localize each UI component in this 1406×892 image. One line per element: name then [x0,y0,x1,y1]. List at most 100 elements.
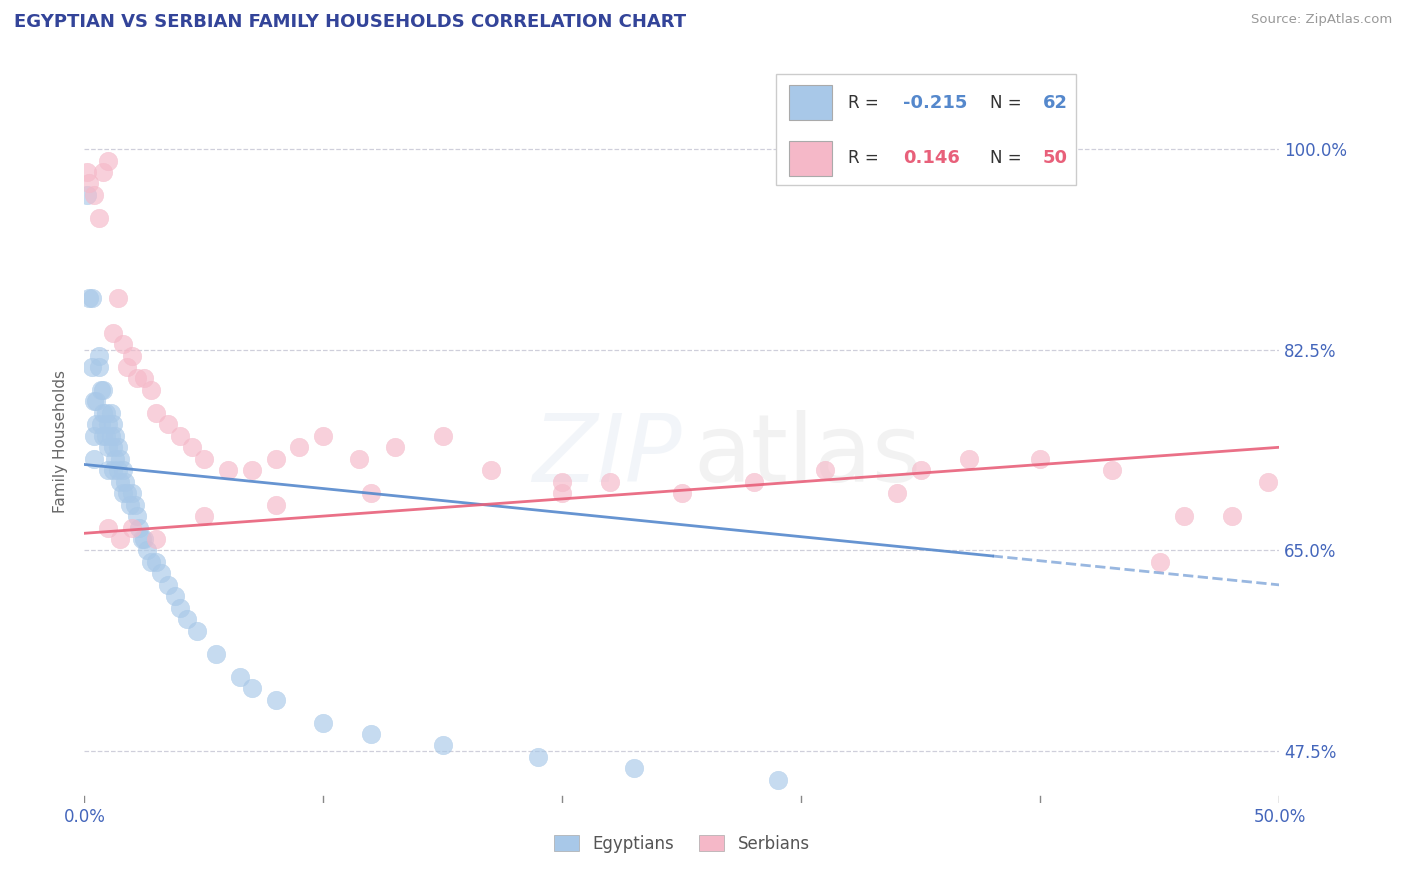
Text: N =: N = [990,149,1026,168]
Point [93,383,115,397]
Point [432,429,454,443]
Point [104,429,127,443]
Text: atlas: atlas [695,410,922,502]
Point [432,739,454,753]
Point [169,429,191,443]
Point [1101,463,1123,477]
Point [117,359,139,374]
Point [1173,509,1195,524]
Point [94,429,117,443]
Point [121,520,143,534]
Point [110,451,132,466]
Point [814,463,837,477]
Point [118,498,141,512]
Point [107,440,129,454]
Point [217,463,239,477]
Point [107,291,129,305]
Text: 62: 62 [1042,94,1067,112]
Point [599,475,621,489]
Point [145,406,167,420]
Text: ZIP: ZIP [533,410,682,501]
Point [551,486,574,500]
Point [77,177,100,191]
Point [141,383,163,397]
Point [94,406,117,420]
Point [360,727,382,741]
Point [288,440,311,454]
Point [264,498,287,512]
Text: N =: N = [990,94,1026,112]
Point [97,440,120,454]
Legend: Egyptians, Serbians: Egyptians, Serbians [547,828,817,860]
Point [910,463,932,477]
Point [671,486,693,500]
Point [128,520,150,534]
Point [360,486,382,500]
Text: R =: R = [848,149,883,168]
Point [97,463,120,477]
Point [957,451,980,466]
Point [107,463,129,477]
Point [193,451,215,466]
Point [766,772,789,787]
Point [80,359,103,374]
Point [83,188,105,202]
Point [165,590,187,604]
Point [111,337,134,351]
Text: -0.215: -0.215 [903,94,967,112]
Point [240,681,263,695]
Point [77,291,100,305]
Point [111,486,134,500]
Point [349,451,371,466]
Point [384,440,406,454]
Point [83,394,105,409]
Point [87,359,110,374]
Point [125,371,148,385]
Point [479,463,502,477]
Point [90,417,112,432]
Point [101,326,124,340]
Text: Source: ZipAtlas.com: Source: ZipAtlas.com [1251,13,1392,27]
Point [87,211,110,225]
Point [240,463,263,477]
Point [135,543,157,558]
Point [87,349,110,363]
Point [186,624,208,638]
Point [86,417,108,432]
Point [169,600,191,615]
Point [181,440,204,454]
Point [110,532,132,546]
Point [742,475,765,489]
Text: R =: R = [848,94,883,112]
Point [264,692,287,706]
Point [97,417,120,432]
Point [264,451,287,466]
FancyBboxPatch shape [789,86,832,120]
Point [97,153,120,168]
Point [101,440,124,454]
Y-axis label: Family Households: Family Households [53,370,69,513]
Point [93,165,115,179]
Point [80,291,103,305]
Point [157,417,180,432]
Point [111,463,134,477]
Point [83,451,105,466]
Point [229,670,252,684]
Point [145,555,167,569]
Point [124,498,146,512]
Point [117,486,139,500]
Point [193,509,215,524]
Point [551,475,574,489]
Point [527,750,550,764]
Point [1257,475,1279,489]
Point [101,463,124,477]
Point [100,406,122,420]
Point [145,532,167,546]
Text: 50: 50 [1042,149,1067,168]
Point [149,566,172,581]
Point [114,475,136,489]
Point [93,429,115,443]
Point [86,394,108,409]
Point [100,429,122,443]
Text: 0.146: 0.146 [903,149,960,168]
